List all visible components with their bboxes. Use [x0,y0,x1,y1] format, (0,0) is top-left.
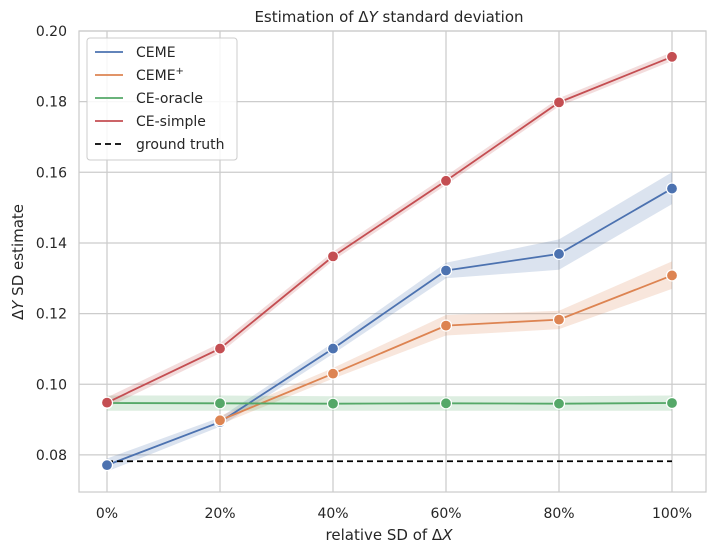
point-ce-simple [213,342,227,355]
y-tick-label: 0.18 [36,95,67,111]
series-line-ce-oracle [106,402,673,405]
point-ce-oracle [552,397,566,410]
x-tick-label: 40% [317,506,348,522]
point-ceme-plus [439,319,453,332]
legend-label-ceme-plus: CEME+ [136,66,184,84]
ci-band-ce-simple [107,52,672,408]
legend-label-ceme: CEME [136,45,176,61]
y-tick-label: 0.14 [36,236,67,252]
x-tick-label: 20% [204,506,235,522]
point-ce-simple [100,396,114,409]
legend: CEME CEME+ CE-oracle CE-simple ground tr… [86,37,238,161]
legend-label-ground-truth: ground truth [136,137,224,153]
point-ceme [665,182,679,195]
x-tick-label: 60% [430,506,461,522]
point-ce-simple [665,50,679,63]
y-tick-label: 0.20 [36,24,67,40]
point-ceme-plus [665,269,679,282]
legend-box [86,37,238,161]
point-ceme-plus [213,414,227,427]
point-ce-simple [552,96,566,109]
point-ce-oracle [213,397,227,410]
point-ce-oracle [439,397,453,410]
ci-band-ceme [107,172,672,472]
gridlines [79,30,706,492]
point-ce-oracle [326,397,340,410]
x-tick-label: 100% [652,506,692,522]
y-tick-labels: 0.08 0.10 0.12 0.14 0.16 0.18 0.20 [36,24,67,464]
point-ceme-plus [326,367,340,380]
y-axis-title: ΔY SD estimate [9,204,27,320]
x-axis-title: relative SD of ΔX [326,526,454,544]
data-points [100,50,679,472]
y-tick-label: 0.12 [36,307,67,323]
y-tick-label: 0.08 [36,448,67,464]
x-tick-label: 80% [543,506,574,522]
legend-label-ce-oracle: CE-oracle [136,91,203,107]
point-ce-simple [439,174,453,187]
chart-title: Estimation of ΔY standard deviation [254,8,523,26]
y-tick-label: 0.10 [36,377,67,393]
x-tick-label: 0% [96,506,118,522]
series-line-ceme [106,187,673,466]
point-ceme [439,264,453,277]
point-ceme [100,459,114,472]
point-ce-oracle [665,396,679,410]
series-line-ce-simple [106,55,673,404]
x-tick-labels: 0% 20% 40% 60% 80% 100% [96,506,692,522]
point-ceme [552,247,566,261]
point-ceme-plus [552,313,566,326]
y-tick-label: 0.16 [36,165,67,181]
legend-label-ce-simple: CE-simple [136,114,206,130]
point-ce-simple [326,250,340,263]
point-ceme [326,342,340,355]
